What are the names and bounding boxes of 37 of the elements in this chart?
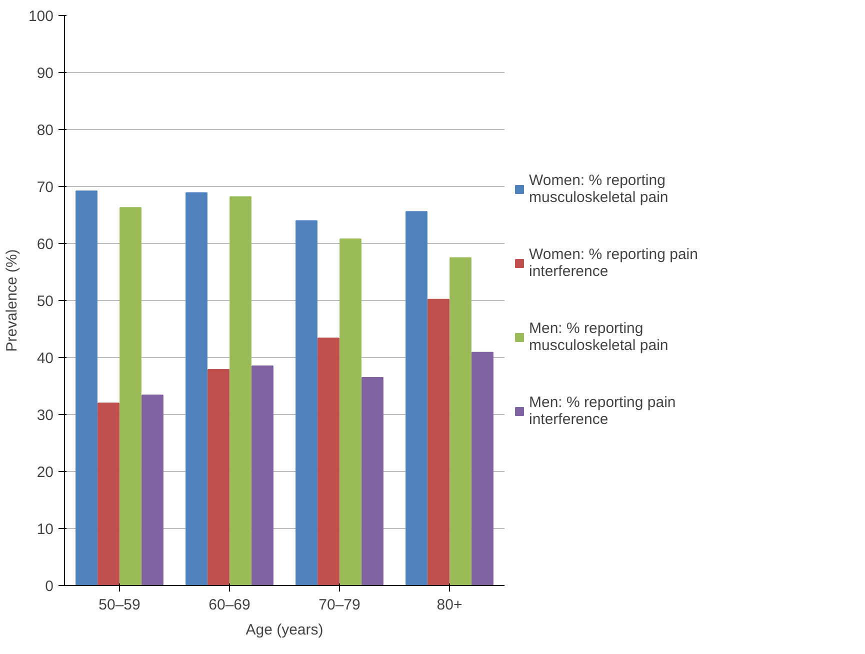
- x-tick-label: 50–59: [98, 596, 140, 614]
- bar: [296, 220, 318, 586]
- y-tick-label: 30: [36, 407, 54, 424]
- bar: [98, 402, 120, 586]
- y-axis-title: Prevalence (%): [3, 249, 20, 352]
- legend-label: Women: % reporting musculoskeletal pain: [529, 172, 668, 206]
- bar: [450, 257, 472, 586]
- bar: [472, 352, 494, 586]
- bar: [340, 238, 362, 586]
- y-tick-label: 20: [36, 464, 54, 481]
- bar: [230, 196, 252, 586]
- y-tick-label: 40: [36, 350, 54, 367]
- legend-label: Women: % reporting pain interference: [529, 246, 698, 280]
- x-tick-label: 80+: [436, 596, 462, 614]
- y-tick-label: 70: [36, 179, 54, 196]
- y-tick-label: 60: [36, 236, 54, 253]
- bar: [76, 190, 98, 586]
- bar: [120, 207, 142, 586]
- legend-label: Men: % reporting pain interference: [529, 394, 676, 428]
- y-tick-label: 90: [36, 65, 54, 82]
- y-tick-label: 100: [28, 8, 54, 25]
- x-tick-label: 70–79: [318, 596, 360, 614]
- x-axis-title: Age (years): [246, 622, 324, 638]
- bar: [186, 192, 208, 586]
- bar: [428, 298, 450, 586]
- bar: [252, 366, 274, 586]
- bar: [406, 211, 428, 586]
- y-tick-label: 80: [36, 122, 54, 139]
- legend-label: Men: % reporting musculoskeletal pain: [529, 320, 668, 354]
- bar: [208, 368, 230, 586]
- bar: [142, 394, 164, 586]
- x-tick-label: 60–69: [208, 596, 250, 614]
- y-tick-label: 0: [45, 578, 54, 595]
- y-tick-label: 50: [36, 293, 54, 310]
- y-tick-label: 10: [36, 521, 54, 538]
- bar: [362, 376, 384, 586]
- bar: [318, 338, 340, 586]
